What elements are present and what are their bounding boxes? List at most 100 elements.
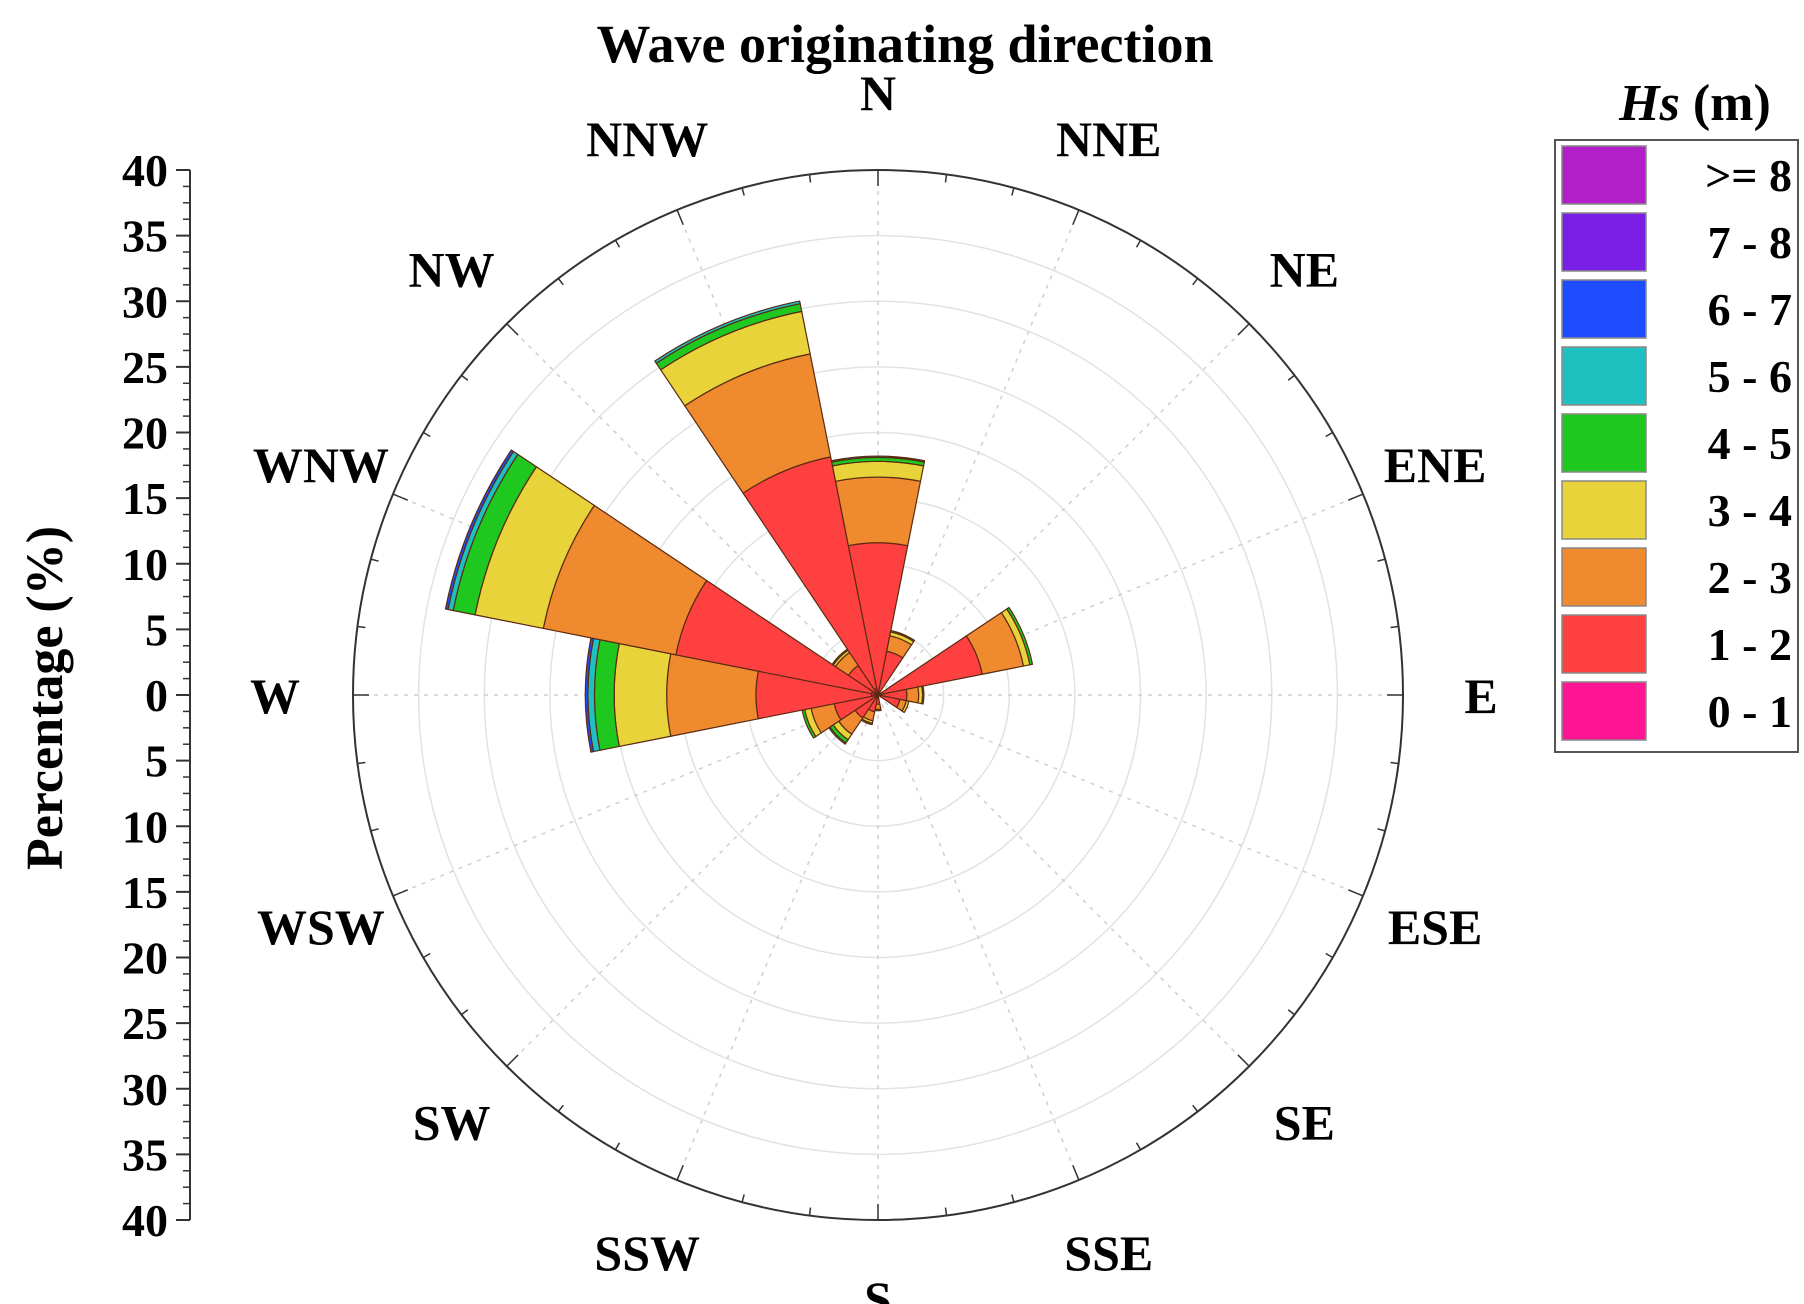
ring-tick bbox=[741, 1194, 745, 1203]
y-tick-label: 15 bbox=[122, 867, 168, 918]
direction-label-nw: NW bbox=[409, 242, 495, 298]
chart-title: Wave originating direction bbox=[597, 14, 1214, 74]
ring-tick bbox=[1287, 374, 1295, 381]
legend-label-6-7: 6 - 7 bbox=[1708, 284, 1792, 335]
ring-tick bbox=[1072, 1164, 1080, 1181]
legend-swatch-7-8 bbox=[1561, 212, 1647, 272]
spoke-nne bbox=[877, 209, 1080, 696]
direction-label-nnw: NNW bbox=[586, 111, 708, 167]
y-tick-label: 20 bbox=[122, 408, 168, 459]
legend-label-3-4: 3 - 4 bbox=[1708, 485, 1792, 536]
legend-swatch-0-1 bbox=[1561, 681, 1647, 741]
ring-tick bbox=[1377, 828, 1386, 832]
legend-label-0-1: 0 - 1 bbox=[1708, 686, 1792, 737]
y-axis-label: Percentage (%) bbox=[17, 526, 74, 870]
y-tick-label: 20 bbox=[122, 933, 168, 984]
spoke-ese bbox=[877, 694, 1364, 897]
y-tick-label: 10 bbox=[122, 801, 168, 852]
ring-tick bbox=[1135, 1142, 1142, 1151]
bar-e-4-5 bbox=[921, 685, 925, 705]
ring-tick bbox=[422, 952, 431, 959]
y-tick-label: 30 bbox=[122, 276, 168, 327]
direction-label-nne: NNE bbox=[1056, 111, 1162, 167]
bar-ene-4-5 bbox=[1006, 606, 1034, 666]
legend-label-4-5: 4 - 5 bbox=[1708, 418, 1792, 469]
direction-labels: N NNE NE ENE E ESE SE SSE S SSW SW WSW W WNW NW NNW bbox=[250, 65, 1498, 1304]
legend-swatch-ge-8 bbox=[1561, 145, 1647, 205]
y-tick-label: 5 bbox=[145, 736, 168, 787]
y-tick-label: 5 bbox=[145, 604, 168, 655]
ring-tick bbox=[808, 174, 812, 183]
direction-label-n: N bbox=[860, 65, 896, 121]
y-tick-label: 40 bbox=[122, 145, 168, 196]
ring-tick bbox=[614, 1142, 621, 1151]
spoke-wsw bbox=[392, 694, 879, 897]
ring-tick bbox=[370, 558, 379, 562]
legend-title-symbol: Hs bbox=[1618, 75, 1680, 132]
ring-tick bbox=[1347, 889, 1364, 897]
legend-label-2-3: 2 - 3 bbox=[1708, 552, 1792, 603]
legend-label-ge-8: >= 8 bbox=[1705, 150, 1792, 201]
ring-tick bbox=[1390, 761, 1399, 765]
spoke-ne bbox=[877, 323, 1250, 696]
ring-tick bbox=[1390, 625, 1399, 629]
ring-tick bbox=[392, 889, 409, 897]
bar-n-2-3 bbox=[834, 476, 922, 547]
ring-tick bbox=[1287, 1009, 1295, 1016]
ring-tick bbox=[1011, 1194, 1015, 1203]
ring-tick bbox=[557, 1104, 564, 1112]
legend-swatch-1-2 bbox=[1561, 614, 1647, 674]
ring-tick bbox=[392, 493, 409, 501]
direction-label-s: S bbox=[864, 1271, 892, 1304]
spoke-se bbox=[877, 694, 1250, 1067]
direction-label-w: W bbox=[250, 668, 300, 724]
legend-label-5-6: 5 - 6 bbox=[1708, 351, 1792, 402]
direction-label-wnw: WNW bbox=[253, 437, 389, 493]
bar-nne-4-5 bbox=[889, 630, 916, 643]
spoke-sw bbox=[506, 694, 879, 1067]
ring-tick bbox=[422, 431, 431, 438]
ring-tick bbox=[1135, 239, 1142, 248]
ring-tick bbox=[506, 1054, 519, 1067]
direction-label-ene: ENE bbox=[1384, 437, 1487, 493]
ring-tick bbox=[1192, 278, 1199, 286]
direction-label-ese: ESE bbox=[1388, 899, 1483, 955]
legend-swatch-3-4 bbox=[1561, 480, 1647, 540]
ring-tick bbox=[614, 239, 621, 248]
ring-tick bbox=[676, 1164, 684, 1181]
ring-tick bbox=[1377, 558, 1386, 562]
legend-label-1-2: 1 - 2 bbox=[1708, 619, 1792, 670]
ring-tick bbox=[1011, 187, 1015, 196]
ring-tick bbox=[370, 828, 379, 832]
y-tick-label: 30 bbox=[122, 1064, 168, 1115]
bar-s-3-4 bbox=[874, 708, 882, 712]
spoke-ssw bbox=[676, 694, 879, 1181]
direction-label-wsw: WSW bbox=[257, 899, 385, 955]
ring-tick bbox=[1237, 1054, 1250, 1067]
ring-tick bbox=[506, 323, 519, 336]
bar-w-3-4 bbox=[613, 642, 672, 748]
ring-tick bbox=[1072, 209, 1080, 226]
legend-swatch-4-5 bbox=[1561, 413, 1647, 473]
direction-label-ne: NE bbox=[1270, 242, 1339, 298]
legend: Hs (m) >= 8 7 - 8 6 - 7 5 - 6 4 - 5 3 - 4 2 - 3… bbox=[1554, 75, 1799, 753]
ring-tick bbox=[944, 174, 948, 183]
ring-tick bbox=[741, 187, 745, 196]
y-tick-label: 10 bbox=[122, 539, 168, 590]
y-tick-label: 25 bbox=[122, 342, 168, 393]
ring-tick bbox=[1325, 952, 1334, 959]
direction-label-sw: SW bbox=[413, 1094, 491, 1150]
ring-tick bbox=[461, 374, 469, 381]
legend-swatch-2-3 bbox=[1561, 547, 1647, 607]
y-tick-label: 35 bbox=[122, 211, 168, 262]
bar-nnw-5-6 bbox=[654, 300, 801, 364]
ring-tick bbox=[357, 761, 366, 765]
direction-label-e: E bbox=[1464, 668, 1497, 724]
ring-tick bbox=[461, 1009, 469, 1016]
spoke-sse bbox=[877, 694, 1080, 1181]
spoke-nw bbox=[506, 323, 879, 696]
direction-label-se: SE bbox=[1274, 1094, 1335, 1150]
ring-tick bbox=[808, 1207, 812, 1216]
spoke-ene bbox=[877, 493, 1364, 696]
direction-label-sse: SSE bbox=[1064, 1225, 1153, 1281]
